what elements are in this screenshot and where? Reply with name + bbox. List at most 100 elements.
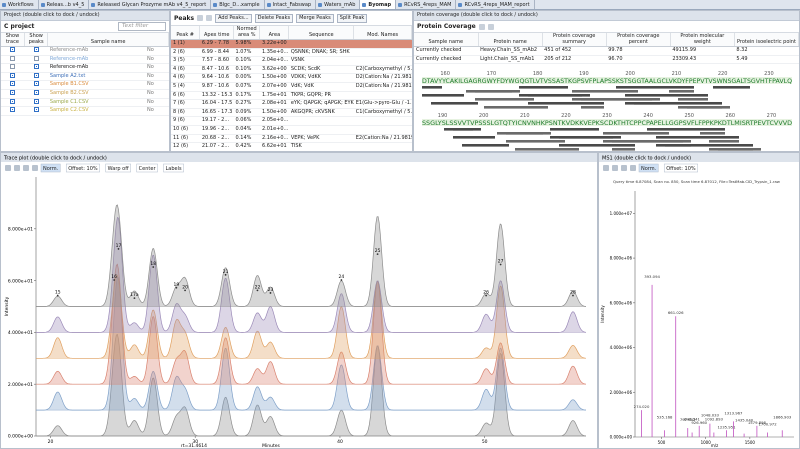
tab[interactable]: Blgc_D...xample [211, 0, 265, 9]
toolbar-item[interactable]: Center [139, 166, 157, 172]
peak-row[interactable]: 2 (6) 6.99 - 8.44 1.07% 1.35e+0... QSNNK; DN… [171, 48, 412, 58]
toolbar-button[interactable]: Delete Peaks [254, 13, 294, 23]
peak-row[interactable]: 5 (4) 9.87 - 10.6 0.07% 2.07e+00 VdK; VdK D2(… [171, 82, 412, 92]
peak-row[interactable]: 3 (5) 7.57 - 8.60 0.10% 2.04e+0... VSNK [171, 56, 412, 66]
sample-row[interactable]: Sample C1.CSV No [1, 98, 169, 108]
toolbar-item-box [105, 163, 131, 173]
peak-row[interactable]: 9 (6) 19.17 - 2... 0.06% 2.05e+0... [171, 116, 412, 126]
peaks-checkbox[interactable] [33, 47, 39, 52]
toolbar-button[interactable]: Merge Peaks [296, 13, 334, 23]
sample-row[interactable]: Reference-mAb No [1, 63, 169, 73]
tool-icon[interactable] [32, 165, 38, 171]
coverage-panel: Protein coverage (double click to dock /… [413, 10, 800, 152]
tool-icon[interactable] [487, 23, 494, 30]
trace-checkbox[interactable] [10, 47, 16, 52]
trace-checkbox[interactable] [10, 55, 16, 61]
peak-cell [353, 125, 412, 135]
tab[interactable]: RCvRS_4reps_MAM_report [456, 0, 535, 9]
peak-row[interactable]: 1 (1) 6.29 - 7.78 5.98% 3.22e+00 [171, 39, 412, 49]
tool-icon[interactable] [603, 165, 609, 171]
peaks-checkbox[interactable] [33, 98, 39, 104]
sample-row[interactable]: Sample C2.CSV No [1, 106, 169, 116]
tool-icon[interactable] [14, 165, 20, 171]
y-tick-label: 6.000e+01 [8, 278, 33, 284]
peak-cell: 1.50e+00 [259, 73, 289, 83]
toolbar-item[interactable]: Labels [166, 166, 182, 172]
panel-title-bar [1, 153, 597, 162]
peaks-checkbox[interactable] [33, 89, 39, 95]
peak-row[interactable]: 6 (6) 13.32 - 15.3 0.17% 1.75e+01 TKPR; GQPR… [171, 91, 412, 101]
peak-row[interactable]: 7 (6) 16.04 - 17.5 0.27% 2.08e+01 eYK; QAPGK… [171, 99, 412, 109]
tab-icon [40, 2, 45, 7]
peaks-checkbox[interactable] [33, 107, 39, 113]
trace-checkbox[interactable] [10, 72, 16, 78]
tab[interactable]: Waters_mAb [316, 0, 361, 9]
column-header: Protein name [478, 33, 543, 47]
toolbar-item[interactable]: Warp off [108, 166, 130, 172]
panel-heading: Protein Coverage [417, 23, 476, 30]
tab[interactable]: Workflows [0, 0, 39, 9]
coverage-bar [603, 132, 669, 135]
trace-checkbox[interactable] [10, 98, 16, 104]
tool-icon[interactable] [630, 165, 636, 171]
tab[interactable]: Released Glycan Prozyme mAb v4_5_report [89, 0, 212, 9]
peaks-checkbox[interactable] [33, 55, 39, 61]
tab[interactable]: Releas...b v4_5 [39, 0, 90, 9]
trace-checkbox[interactable] [10, 81, 16, 87]
tab[interactable]: Intact_Fabswap [265, 0, 317, 9]
tab[interactable]: Byomap [360, 0, 397, 9]
peak-row[interactable]: 8 (6) 16.65 - 17.3 0.09% 1.50e+00 AKGQPR; cK… [171, 108, 412, 118]
tool-icon[interactable] [23, 165, 29, 171]
toolbar-button[interactable]: Split Peak [336, 13, 368, 23]
peak-row[interactable]: 4 (6) 8.47 - 10.6 0.10% 3.62e+00 SCDK; ScdK C… [171, 65, 412, 75]
text-filter[interactable]: Text filter [118, 22, 166, 31]
peak-row[interactable]: 4 (6) 9.64 - 10.6 0.00% 1.50e+00 VDKK; VdKK D… [171, 73, 412, 83]
tab[interactable]: RCvRS_4reps_MAM [396, 0, 457, 9]
peak-row[interactable]: 11 (6) 20.68 - 2... 0.14% 2.16e+0... VEPK; V… [171, 134, 412, 144]
residue-number: 250 [684, 113, 694, 119]
peak-marker [269, 292, 272, 294]
peak-row[interactable]: 12 (6) 21.07 - 2... 0.42% 6.62e+01 TISK [171, 142, 412, 151]
peak-cell: 16.04 - 17.5 [199, 99, 234, 109]
tool-icon[interactable] [612, 165, 618, 171]
peaks-checkbox[interactable] [33, 81, 39, 87]
sample-row[interactable]: Reference-mAb No [1, 46, 169, 56]
tool-icon[interactable] [478, 23, 485, 30]
peak-cell [353, 56, 412, 66]
toolbar-item[interactable]: Offset: 10% [68, 166, 98, 172]
toolbar-item-box [638, 163, 659, 173]
sample-row[interactable]: Reference-mAb No [1, 55, 169, 65]
peaks-checkbox[interactable] [33, 64, 39, 70]
peak-marker [117, 248, 120, 250]
peak-label: 28 [570, 290, 576, 296]
peak-marker [184, 289, 186, 292]
peak-cell: 9.87 - 10.6 [199, 82, 234, 92]
coverage-bar [678, 106, 730, 109]
peak-cell: 0.04% [233, 125, 260, 135]
toolbar-item[interactable]: Offset: 10% [666, 166, 696, 172]
trace-checkbox[interactable] [10, 89, 16, 95]
tool-icon[interactable] [206, 15, 213, 21]
tool-icon[interactable] [5, 165, 11, 171]
trace-checkbox[interactable] [10, 64, 16, 70]
peaks-checkbox[interactable] [33, 72, 39, 78]
peak-row[interactable]: 10 (6) 19.96 - 2... 0.04% 2.01e+0... [171, 125, 412, 135]
tool-icon[interactable] [621, 165, 627, 171]
ms1-panel: MS1 (double click to dock / undock) Norm.… [598, 152, 800, 449]
y-axis-label: Intensity [4, 296, 10, 316]
trace-checkbox[interactable] [10, 107, 16, 113]
tab-label: Blgc_D...xample [219, 1, 260, 8]
sample-row[interactable]: Sample A2.txt No [1, 72, 169, 82]
tab-label: RCvRS_4reps_MAM_report [464, 1, 530, 8]
toolbar-item[interactable]: Norm. [641, 166, 657, 172]
peak-marker [133, 297, 136, 300]
tool-icon[interactable] [197, 15, 204, 21]
sample-row[interactable]: Sample B2.CSV No [1, 89, 169, 99]
residue-number: 180 [533, 71, 543, 77]
residue-number: 200 [625, 71, 635, 77]
peak-mz-label: 1048.033 [701, 413, 720, 418]
toolbar-button[interactable]: Add Peaks... [215, 13, 252, 23]
sample-row[interactable]: Sample B1.CSV No [1, 80, 169, 90]
coverage-bar [528, 102, 604, 105]
toolbar-item[interactable]: Norm. [43, 166, 59, 172]
